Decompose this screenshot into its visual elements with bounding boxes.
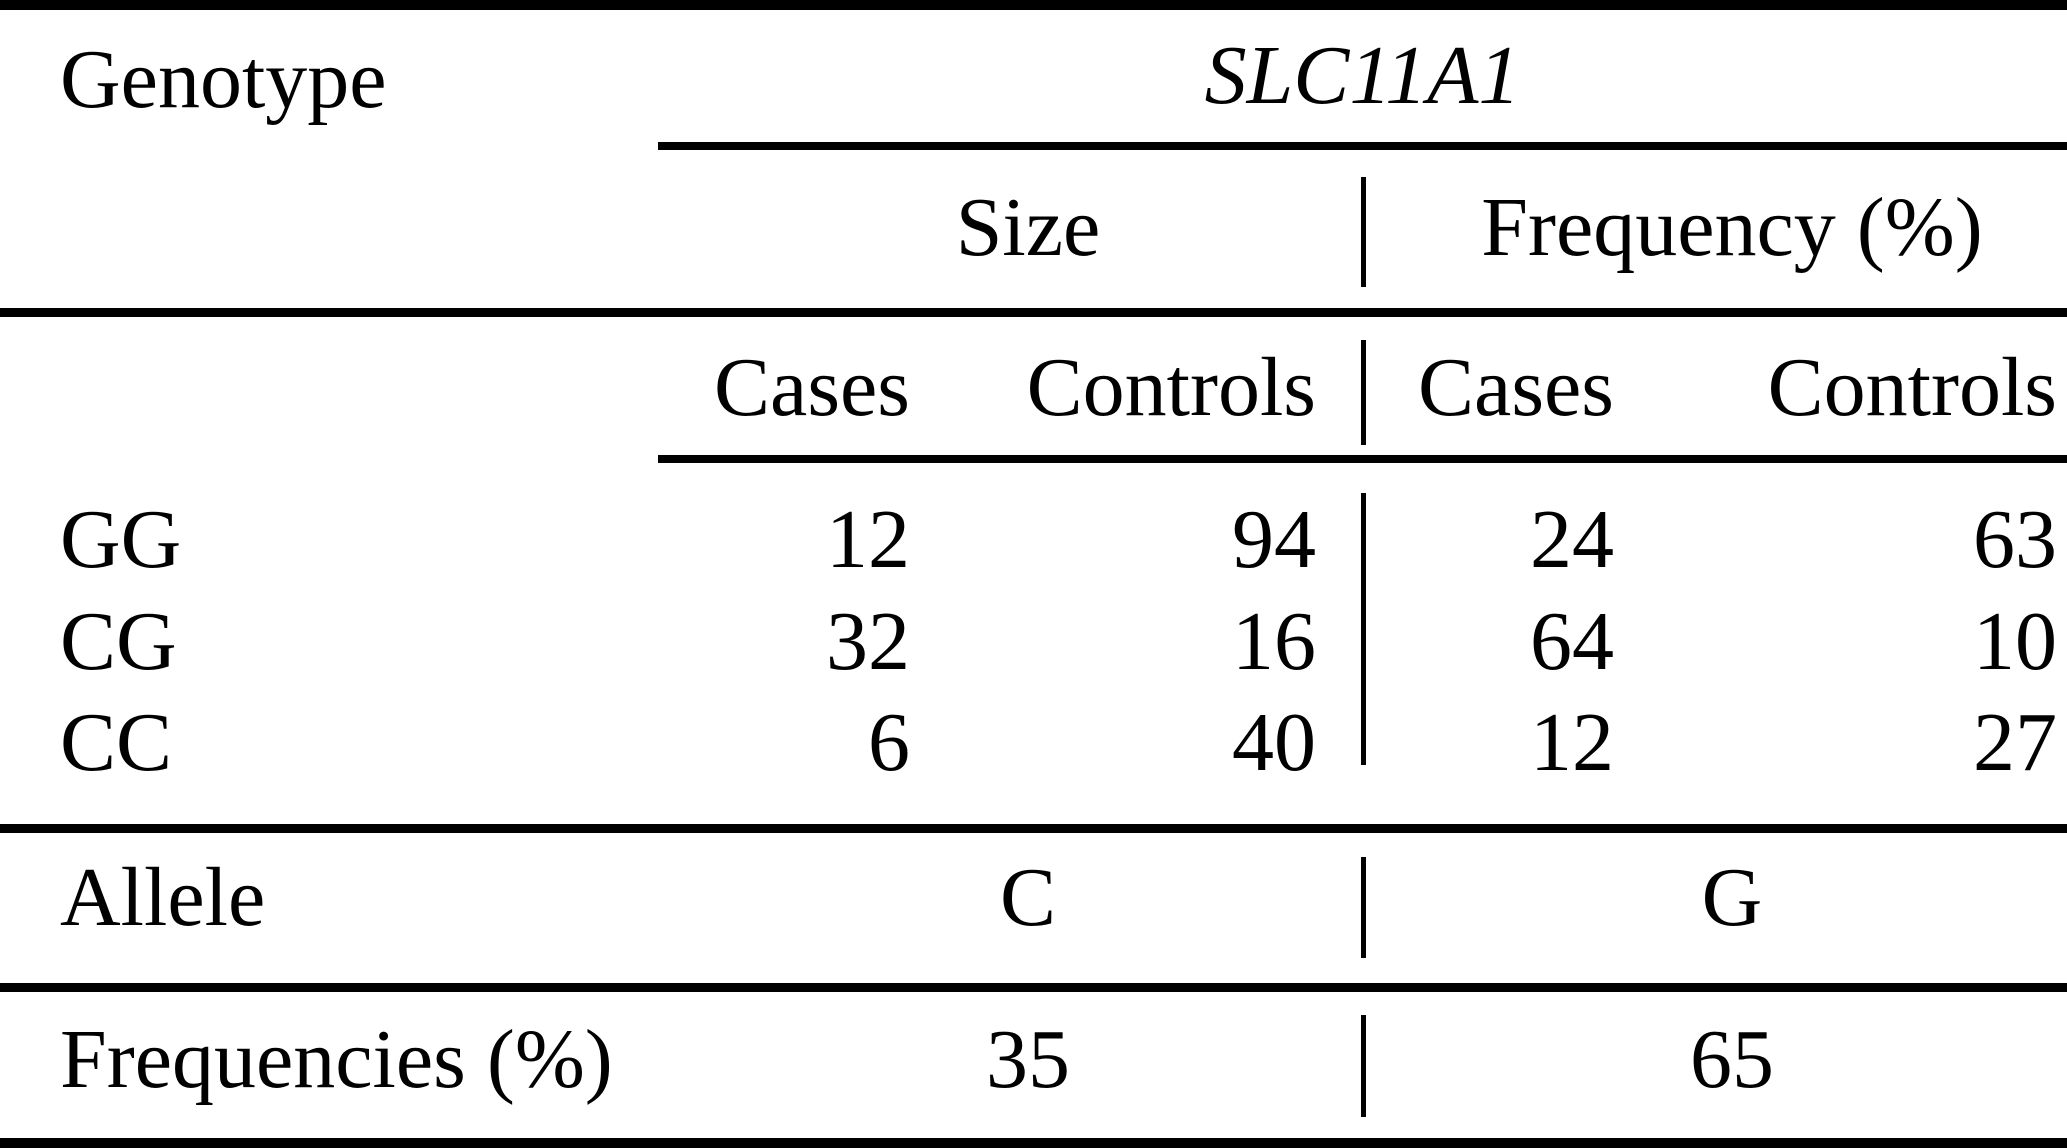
row-cg-size-controls: 16 (1232, 595, 1316, 688)
row-gg-frequency-controls: 63 (1973, 493, 2057, 586)
rule-under-gene (658, 142, 2067, 150)
allele-g-value: G (1701, 851, 1763, 944)
subheader-frequency-cases: Cases (1418, 341, 1614, 434)
size-group-header: Size (955, 181, 1101, 274)
genotype-column-header: Genotype (60, 33, 387, 126)
row-cc-size-controls: 40 (1232, 696, 1316, 789)
row-cg-frequency-controls: 10 (1973, 595, 2057, 688)
divider-segment-data-rows (1361, 493, 1366, 765)
frequency-c-value: 35 (986, 1013, 1070, 1106)
rule-above-allele (0, 824, 2067, 833)
subheader-frequency-controls: Controls (1767, 341, 2057, 434)
row-cc-label: CC (60, 696, 173, 789)
gene-name-header: SLC11A1 (1204, 29, 1521, 122)
allele-row-label: Allele (60, 851, 266, 944)
row-cg-frequency-cases: 64 (1530, 595, 1614, 688)
divider-segment-frequencies-row (1361, 1015, 1366, 1117)
divider-segment-subheaders (1361, 340, 1366, 445)
frequencies-row-label: Frequencies (%) (60, 1013, 613, 1106)
row-cc-frequency-controls: 27 (1973, 696, 2057, 789)
row-cc-frequency-cases: 12 (1530, 696, 1614, 789)
rule-bottom (0, 1138, 2067, 1148)
row-gg-frequency-cases: 24 (1530, 493, 1614, 586)
rule-above-subheaders (0, 308, 2067, 317)
frequency-g-value: 65 (1690, 1013, 1774, 1106)
frequency-group-header: Frequency (%) (1481, 181, 1983, 274)
rule-top (0, 0, 2067, 10)
subheader-size-cases: Cases (714, 341, 910, 434)
divider-segment-group-headers (1361, 177, 1366, 287)
row-cc-size-cases: 6 (868, 696, 910, 789)
row-cg-size-cases: 32 (826, 595, 910, 688)
subheader-size-controls: Controls (1026, 341, 1316, 434)
rule-above-frequencies (0, 983, 2067, 992)
allele-c-value: C (999, 851, 1057, 944)
row-cg-label: CG (60, 595, 177, 688)
rule-under-subheaders (658, 455, 2067, 463)
divider-segment-allele-row (1361, 857, 1366, 958)
row-gg-size-cases: 12 (826, 493, 910, 586)
row-gg-label: GG (60, 493, 182, 586)
row-gg-size-controls: 94 (1232, 493, 1316, 586)
